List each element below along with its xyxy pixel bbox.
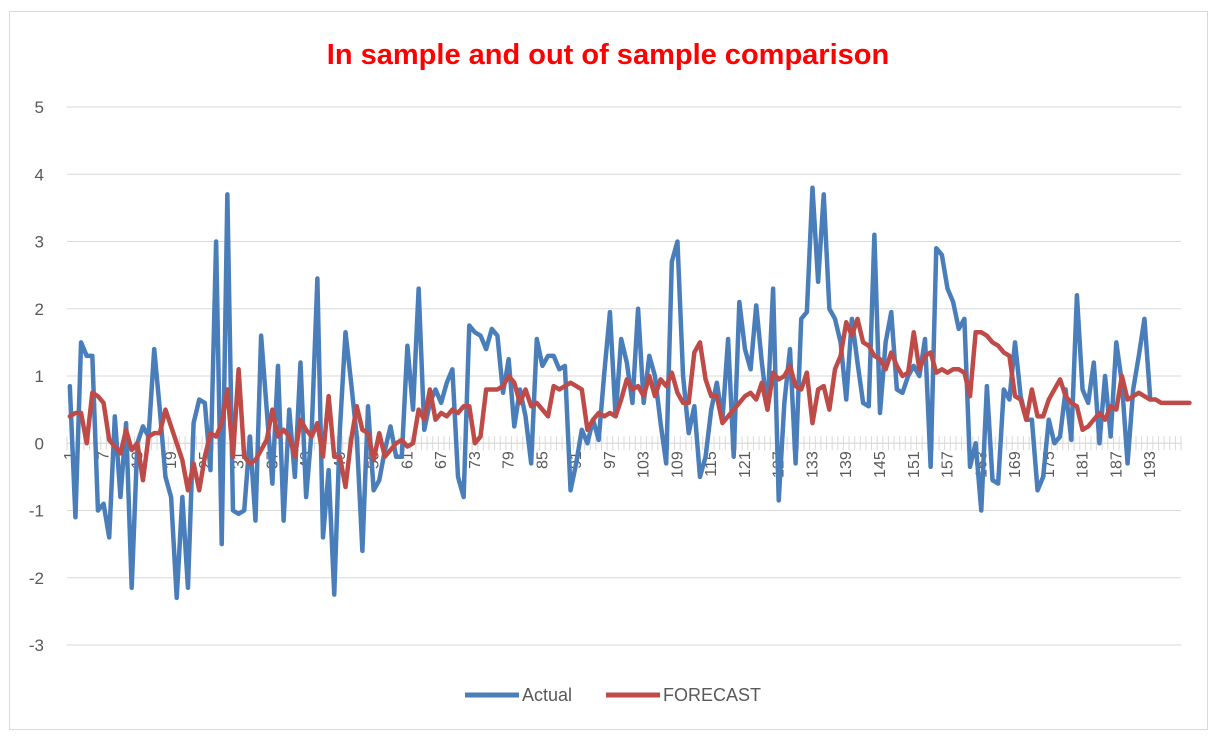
y-tick-label: 4 [35, 165, 44, 184]
x-tick-label: 85 [534, 451, 551, 469]
y-tick-label: 3 [35, 233, 44, 252]
series-line-forecast [67, 316, 1192, 493]
x-tick-label: 67 [433, 451, 450, 469]
y-tick-label: 5 [35, 98, 44, 117]
x-tick-label: 103 [636, 451, 653, 478]
x-tick-label: 181 [1075, 451, 1092, 478]
x-tick-label: 133 [804, 451, 821, 478]
series-layer [67, 185, 1192, 601]
x-tick-label: 169 [1007, 451, 1024, 478]
y-tick-label: -2 [29, 569, 44, 588]
x-tick-label: 73 [467, 451, 484, 469]
y-tick-label: -3 [29, 636, 44, 655]
y-tick-label: 0 [35, 434, 44, 453]
x-tick-label: 151 [906, 451, 923, 478]
x-tick-label: 145 [872, 451, 889, 478]
y-axis: 5 4 3 2 1 0 -1 -2 -3 [29, 98, 44, 655]
chart-frame: In sample and out of sample comparison 5… [9, 11, 1208, 730]
x-tick-label: 193 [1142, 451, 1159, 478]
legend-label-forecast: FORECAST [663, 685, 761, 705]
y-tick-label: 1 [35, 367, 44, 386]
x-tick-label: 157 [940, 451, 957, 478]
x-tick-label: 109 [669, 451, 686, 478]
line-chart: In sample and out of sample comparison 5… [29, 39, 1192, 705]
x-tick-label: 139 [838, 451, 855, 478]
chart-title: In sample and out of sample comparison [327, 39, 889, 71]
series-line-actual [67, 185, 1153, 601]
x-tick-label: 121 [737, 451, 754, 478]
x-tick-label: 187 [1108, 451, 1125, 478]
x-axis: 1 7 13 19 25 31 37 43 49 55 61 67 73 79 85 91 97 103 109 11… [62, 436, 1182, 478]
x-tick-label: 79 [501, 451, 518, 469]
x-tick-label: 19 [163, 451, 180, 469]
legend: Actual FORECAST [465, 685, 761, 705]
x-tick-label: 7 [96, 451, 113, 460]
y-tick-label: 2 [35, 300, 44, 319]
legend-label-actual: Actual [522, 685, 572, 705]
x-tick-label: 97 [602, 451, 619, 469]
x-tick-label: 1 [62, 451, 79, 460]
y-tick-label: -1 [29, 502, 44, 521]
